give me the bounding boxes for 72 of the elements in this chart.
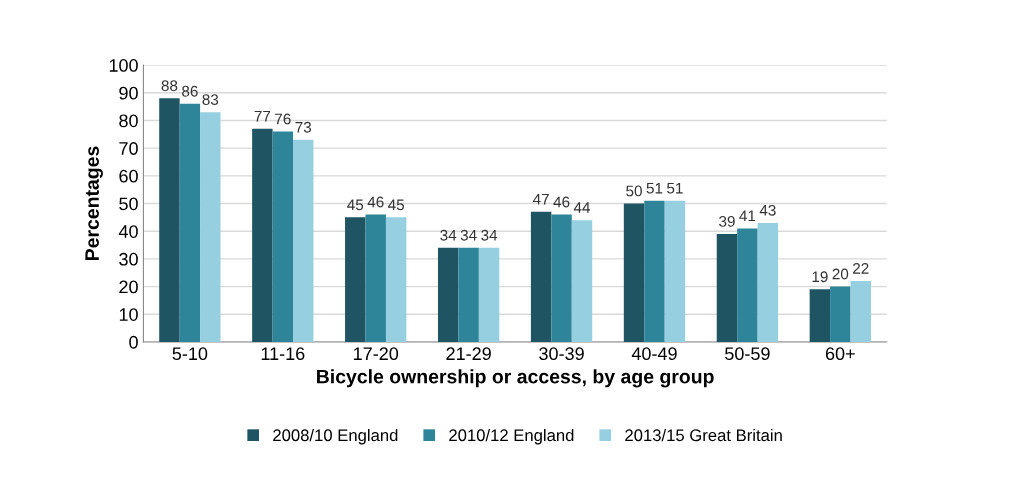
bar xyxy=(737,228,758,342)
data-label: 45 xyxy=(347,199,364,211)
data-label: 34 xyxy=(481,229,498,241)
data-label: 39 xyxy=(719,215,735,227)
bar xyxy=(716,233,738,342)
bar xyxy=(644,200,665,342)
legend-label: 2013/15 Great Britain xyxy=(625,428,782,442)
data-label: 88 xyxy=(161,80,178,92)
data-label: 73 xyxy=(295,121,312,133)
bar xyxy=(458,247,479,342)
bar xyxy=(272,131,294,342)
bar xyxy=(478,247,500,342)
bar xyxy=(530,211,552,342)
data-label: 86 xyxy=(182,85,198,97)
y-tick-label: 10 xyxy=(119,308,138,321)
x-tick-label: 60+ xyxy=(825,347,855,361)
data-label: 46 xyxy=(367,196,384,208)
y-tick-label: 100 xyxy=(109,59,138,72)
y-tick-label: 40 xyxy=(118,225,138,238)
bar xyxy=(437,247,459,342)
bar xyxy=(179,103,201,342)
data-label: 77 xyxy=(254,110,271,122)
data-label: 45 xyxy=(388,199,405,211)
bar xyxy=(623,203,645,342)
bar xyxy=(850,281,871,342)
x-tick-label: 5-10 xyxy=(172,347,208,361)
bar xyxy=(809,289,831,342)
data-label: 20 xyxy=(832,268,849,280)
x-tick-label: 30-39 xyxy=(539,347,584,361)
bar xyxy=(365,214,386,342)
bar xyxy=(200,112,221,342)
data-label: 50 xyxy=(626,185,642,197)
bar xyxy=(293,139,314,342)
y-tick-label: 20 xyxy=(119,280,138,294)
x-tick-label: 17-20 xyxy=(354,347,399,361)
y-tick-label: 50 xyxy=(119,197,138,211)
y-tick-label: 80 xyxy=(119,114,138,128)
bar xyxy=(252,128,273,342)
x-tick-label: 11-16 xyxy=(261,347,305,361)
bar xyxy=(757,222,779,342)
data-label: 46 xyxy=(553,196,570,208)
data-label: 44 xyxy=(573,202,591,213)
bar xyxy=(551,214,572,342)
legend-label: 2010/12 England xyxy=(449,428,574,445)
data-label: 51 xyxy=(646,182,663,194)
bar xyxy=(345,217,366,342)
x-axis-title: Bicycle ownership or access, by age group xyxy=(317,369,714,388)
y-tick-label: 90 xyxy=(119,86,138,100)
data-label: 83 xyxy=(202,94,219,105)
data-label: 76 xyxy=(275,113,291,125)
data-label: 43 xyxy=(759,204,776,216)
data-label: 34 xyxy=(440,229,457,241)
legend-label: 2008/10 England xyxy=(273,428,398,445)
bar xyxy=(159,98,180,342)
data-label: 41 xyxy=(739,210,756,222)
bar xyxy=(385,217,407,342)
data-label: 34 xyxy=(460,229,477,241)
y-tick-label: 70 xyxy=(119,142,138,155)
y-tick-label: 60 xyxy=(119,169,138,183)
y-tick-label: 30 xyxy=(119,252,138,266)
x-tick-label: 50-59 xyxy=(725,347,770,361)
data-label: 47 xyxy=(532,193,549,205)
y-axis-title: Percentages xyxy=(85,146,103,261)
data-label: 19 xyxy=(812,271,828,283)
x-tick-label: 40-49 xyxy=(631,347,677,361)
bar xyxy=(571,220,593,342)
y-tick-label: 0 xyxy=(129,335,138,349)
bar xyxy=(664,200,686,342)
data-label: 22 xyxy=(853,263,869,274)
data-label: 51 xyxy=(667,182,683,194)
bar xyxy=(830,286,851,342)
x-tick-label: 21-29 xyxy=(446,347,491,361)
